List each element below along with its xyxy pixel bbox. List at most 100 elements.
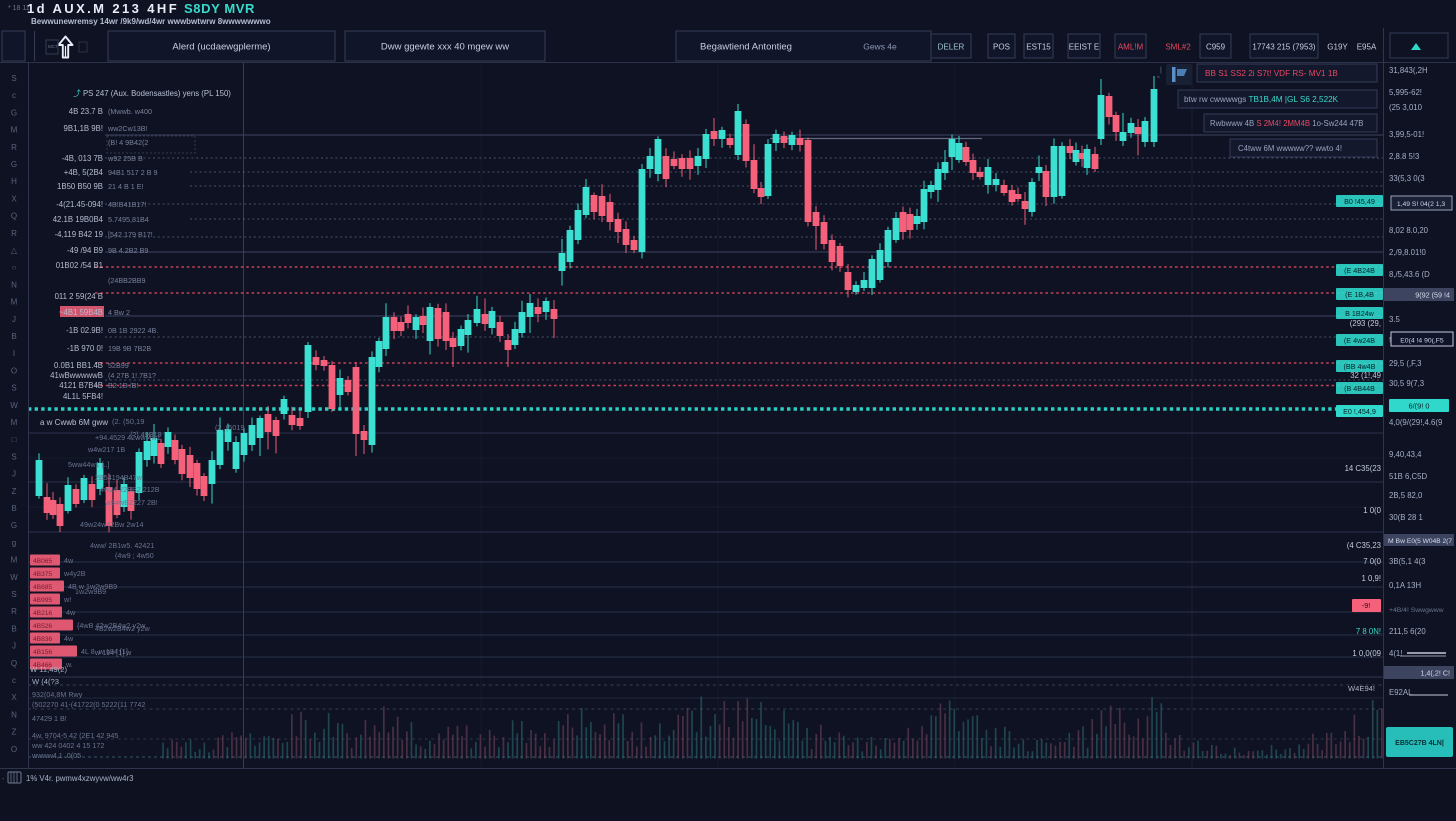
svg-text:B: B (11, 332, 16, 341)
svg-text:M Bw: M Bw (1388, 538, 1405, 545)
svg-text:S: S (11, 590, 16, 599)
svg-text:* 18 11: * 18 11 (8, 5, 30, 12)
svg-text:4B995: 4B995 (33, 597, 52, 604)
svg-text:1 0(0: 1 0(0 (1363, 506, 1381, 515)
svg-text:E0 !,454,9: E0 !,454,9 (1343, 407, 1376, 416)
svg-text:4w. 9704-5 42 (2E1 42 945: 4w. 9704-5 42 (2E1 42 945 (32, 731, 118, 740)
svg-text:w92 25B B: w92 25B B (107, 154, 143, 163)
svg-text:^: ^ (1157, 76, 1160, 82)
svg-text:(25 3,010: (25 3,010 (1389, 103, 1423, 112)
svg-text:w.: w. (65, 660, 73, 669)
svg-text:W: W (10, 401, 18, 410)
svg-text:-9!: -9! (1362, 601, 1370, 610)
svg-text:8,/5,43.6 (D: 8,/5,43.6 (D (1389, 270, 1430, 279)
svg-text:9,40,43,4: 9,40,43,4 (1389, 450, 1422, 459)
svg-text:□: □ (12, 435, 17, 444)
svg-text:|: | (1160, 67, 1162, 74)
svg-text:C959: C959 (1206, 43, 1226, 52)
svg-text:2,8.8 5!3: 2,8.8 5!3 (1389, 152, 1419, 161)
svg-text:EEIST E: EEIST E (1069, 43, 1100, 52)
svg-text:(Mwwb. w400: (Mwwb. w400 (108, 107, 152, 116)
svg-text:4B216: 4B216 (33, 610, 52, 617)
svg-text:(293 (29,: (293 (29, (1350, 319, 1381, 328)
svg-text:49w24w42Bw 2w14: 49w24w42Bw 2w14 (80, 520, 144, 529)
svg-text:[542.179 B17!: [542.179 B17! (108, 230, 153, 239)
svg-text:7 0(0: 7 0(0 (1363, 557, 1381, 566)
svg-text:O: O (11, 745, 17, 754)
svg-text:4L 8. w 194 [1]: 4L 8. w 194 [1] (81, 647, 128, 656)
svg-text:G: G (11, 108, 17, 117)
svg-text:(BB 4w4B: (BB 4w4B (1344, 362, 1376, 371)
svg-text:94B1 517 2 B 9: 94B1 517 2 B 9 (108, 168, 158, 177)
svg-text:4B685: 4B685 (33, 584, 52, 591)
svg-text:4121 B7B4B: 4121 B7B4B (59, 381, 103, 390)
svg-text:4B466: 4B466 (33, 662, 52, 669)
svg-text:a w Cwwb 6M gww: a w Cwwb 6M gww (40, 418, 108, 427)
svg-text:932(04,8M Rwy: 932(04,8M Rwy (32, 690, 83, 699)
svg-text:(24BB2BB9: (24BB2BB9 (108, 276, 146, 285)
svg-text:41wBwwwwwB: 41wBwwwwwB (50, 371, 103, 380)
svg-text:E0(4 !4 90(,F5: E0(4 !4 90(,F5 (1400, 338, 1444, 345)
svg-text:X: X (11, 693, 17, 702)
svg-text:Begawtiend Antontieg: Begawtiend Antontieg (700, 42, 792, 53)
svg-text:30,5 9(7,3: 30,5 9(7,3 (1389, 379, 1424, 388)
svg-text:(B 4B44B: (B 4B44B (1344, 384, 1375, 393)
svg-text:W: W (10, 573, 18, 582)
svg-text:(2. (50,19: (2. (50,19 (112, 417, 145, 426)
svg-text:Gews 4e: Gews 4e (863, 42, 897, 52)
svg-text:○: ○ (12, 263, 17, 272)
svg-text:4ww/ 2B1w5. 42421: 4ww/ 2B1w5. 42421 (90, 541, 154, 550)
svg-text:B: B (11, 624, 16, 633)
svg-text:M: M (11, 556, 18, 565)
svg-text:ww2Cw13B!: ww2Cw13B! (107, 124, 148, 133)
svg-text:C4tww 6M wwwww?? wwto 4!: C4tww 6M wwwww?? wwto 4! (1238, 144, 1342, 153)
svg-text:MC7: MC7 (48, 44, 58, 49)
svg-text:-4,119 B42 19: -4,119 B42 19 (55, 230, 103, 239)
svg-text:33(5,3 0(3: 33(5,3 0(3 (1389, 174, 1425, 183)
svg-text:(E 4B24B: (E 4B24B (1344, 266, 1375, 275)
svg-text:31,843(,2H: 31,843(,2H (1389, 66, 1428, 75)
svg-text:B: B (11, 504, 16, 513)
svg-text:-1B 970 0!: -1B 970 0! (67, 344, 103, 353)
svg-text:EB5C27B 4LN|: EB5C27B 4LN| (1395, 740, 1444, 747)
svg-text:w4y2B: w4y2B (63, 569, 86, 578)
svg-text:△: △ (11, 246, 18, 255)
svg-text:4L1L 5FB4!: 4L1L 5FB4! (63, 392, 103, 401)
svg-text:3,99,5-01!: 3,99,5-01! (1389, 130, 1424, 139)
svg-text:2,/9,8.01!0: 2,/9,8.01!0 (1389, 248, 1427, 257)
svg-text:N: N (11, 710, 17, 719)
svg-text:DELER: DELER (938, 43, 965, 52)
svg-text:4B w 1w2w9B9: 4B w 1w2w9B9 (68, 582, 117, 591)
svg-text:4(1!: 4(1! (1389, 649, 1402, 658)
svg-text:W (4(?3: W (4(?3 (32, 677, 59, 686)
svg-text:M: M (11, 298, 18, 307)
svg-text:Rwbwww 4B S 2M4! 2MM4B 1o-Sw: Rwbwww 4B S 2M4! 2MM4B 1o-Sw244 47B (1210, 119, 1363, 128)
svg-text:29,5 (,F,3: 29,5 (,F,3 (1389, 359, 1422, 368)
svg-text:14 C35(23: 14 C35(23 (1345, 464, 1381, 473)
svg-text:{4wB 42w2B4w2 y2w: {4wB 42w2B4w2 y2w (77, 621, 146, 630)
svg-text:4B!B41B17!: 4B!B41B17! (108, 200, 146, 209)
svg-text:J: J (12, 470, 16, 479)
svg-text:W 11,49(2): W 11,49(2) (30, 665, 67, 674)
svg-text:21 4 B 1 E!: 21 4 B 1 E! (108, 182, 144, 191)
svg-text:(502270 41-(41722(0 5222(11 77: (502270 41-(41722(0 5222(11 7742 (32, 700, 145, 709)
svg-text:B0 !45,49: B0 !45,49 (1344, 197, 1375, 206)
svg-text:0,1A 13H: 0,1A 13H (1389, 581, 1421, 590)
svg-text:4w24 22BB2 212B: 4w24 22BB2 212B (100, 485, 160, 494)
svg-text:1d AUX.M 213 4HF: 1d AUX.M 213 4HF (27, 1, 179, 16)
svg-text:4B 23.7 B: 4B 23.7 B (69, 107, 103, 116)
svg-text:POS: POS (993, 43, 1010, 52)
svg-text:(2, (5019: (2, (5019 (215, 423, 245, 432)
svg-text:0.0B1 BB1.4B: 0.0B1 BB1.4B (54, 361, 103, 370)
svg-text:4B836: 4B836 (33, 636, 52, 643)
svg-text:4 Bw 2: 4 Bw 2 (108, 308, 130, 317)
svg-text:!: ! (1389, 337, 1391, 344)
svg-text:9B1,1B 9B!: 9B1,1B 9B! (64, 124, 103, 133)
svg-text:1w2w9B9: 1w2w9B9 (75, 587, 106, 596)
svg-text:W4E94!: W4E94! (1348, 684, 1375, 693)
svg-text:47429 1 B!: 47429 1 B! (32, 714, 67, 723)
svg-text:17743 215 (7953): 17743 215 (7953) (1252, 43, 1316, 52)
svg-text:(B! 4 9B42(2: (B! 4 9B42(2 (108, 138, 148, 147)
svg-text:4w: 4w (66, 608, 76, 617)
svg-text:Z: Z (12, 487, 17, 496)
